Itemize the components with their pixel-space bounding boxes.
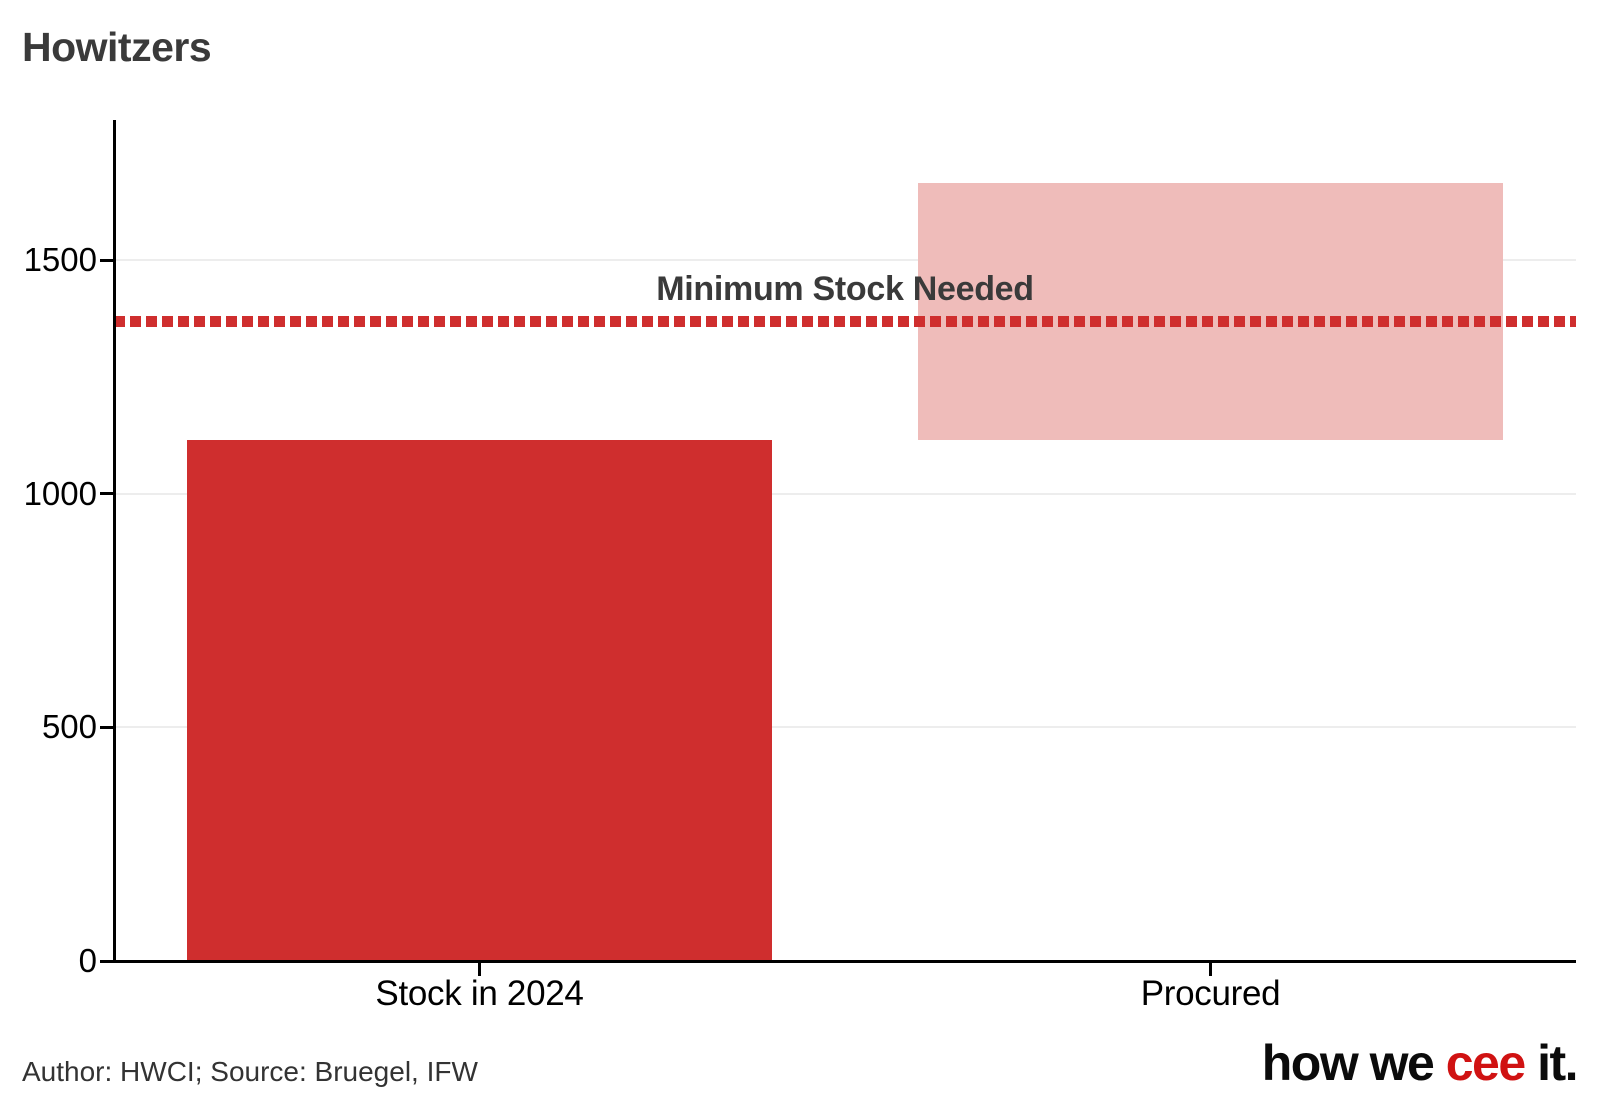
y-tick-label: 1000 <box>23 474 97 512</box>
y-tick-label: 1500 <box>23 241 97 279</box>
y-tick-mark <box>100 725 115 729</box>
gridline <box>114 492 1576 495</box>
brand-logo: how we cee it. <box>1261 1034 1579 1092</box>
y-axis-spine <box>113 120 116 963</box>
x-tick-mark <box>478 961 481 976</box>
reference-line-label: Minimum Stock Needed <box>656 269 1034 308</box>
y-tick-label: 0 <box>78 942 97 979</box>
chart-title: Howitzers <box>22 24 212 70</box>
gridline <box>114 726 1576 729</box>
y-tick-label: 500 <box>41 708 97 746</box>
source-note: Author: HWCI; Source: Bruegel, IFW <box>22 1056 478 1087</box>
x-tick-label: Procured <box>1140 974 1281 1013</box>
bar-procured <box>918 183 1503 441</box>
gridline <box>114 259 1576 262</box>
reference-line <box>114 315 1576 327</box>
x-tick-label: Stock in 2024 <box>375 974 584 1013</box>
x-tick-mark <box>1209 961 1212 976</box>
y-tick-mark <box>100 959 115 963</box>
brand-logo-part3: it. <box>1524 1035 1578 1091</box>
y-tick-mark <box>100 492 115 496</box>
x-axis-spine <box>113 960 1576 963</box>
y-tick-mark <box>100 258 115 262</box>
bar-stock-in-2024 <box>187 440 772 961</box>
brand-logo-accent: cee <box>1445 1035 1526 1091</box>
brand-logo-part1: how we <box>1261 1035 1446 1091</box>
